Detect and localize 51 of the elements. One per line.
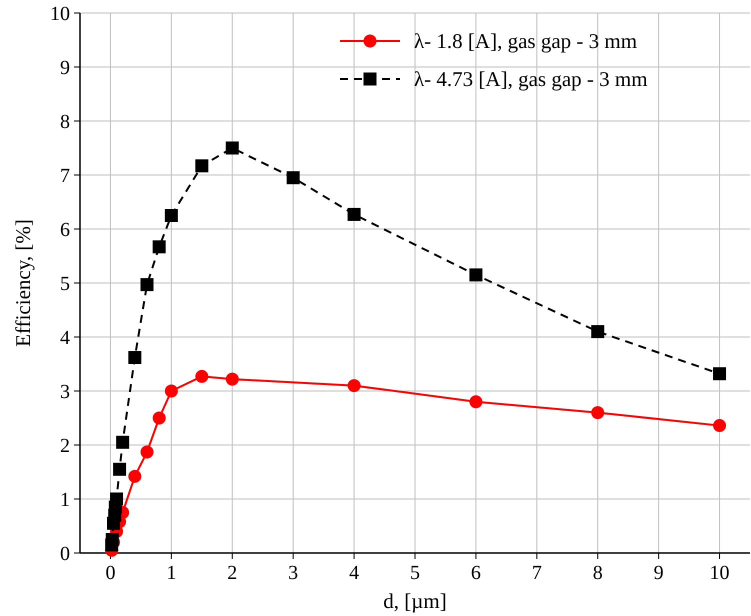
point [128,351,142,364]
x-tick-label: 2 [227,562,238,584]
point [591,325,604,338]
point [195,370,208,383]
y-tick-label: 5 [60,273,70,295]
point [140,278,154,292]
x-tick-label: 9 [654,562,664,584]
point [116,436,130,449]
x-tick-label: 5 [410,562,420,584]
point [226,142,239,154]
x-tick-label: 6 [470,562,481,584]
y-tick-label: 10 [50,3,70,25]
x-tick-label: 10 [710,562,730,584]
y-tick-label: 8 [60,111,70,133]
point [128,470,142,483]
point [195,159,208,172]
point [348,208,361,221]
x-tick-label: 7 [532,562,542,584]
y-tick-label: 2 [60,435,70,457]
x-tick-label: 8 [592,562,603,584]
x-tick-label: 4 [349,562,360,584]
y-tick-label: 7 [60,165,70,187]
point [713,419,726,432]
point [152,240,166,254]
point [713,367,726,380]
point [286,171,300,184]
y-axis-title: Efficiency, [%] [11,219,35,347]
point [164,384,178,398]
point [140,446,154,459]
point [348,379,361,392]
point [110,492,124,506]
x-axis-title: d, [µm] [383,589,447,613]
point [106,533,119,546]
point [152,412,166,424]
point [226,372,239,386]
point [164,209,178,222]
y-tick-label: 3 [60,381,70,403]
x-tick-label: 0 [105,562,116,584]
legend-label: λ- 4.73 [A], gas gap - 3 mm [414,67,648,91]
point [469,395,482,408]
y-tick-label: 1 [60,489,70,511]
y-tick-label: 4 [60,327,70,349]
x-tick-label: 3 [288,562,298,584]
point [469,268,482,282]
y-tick-label: 9 [60,57,70,79]
y-tick-label: 6 [60,219,70,241]
point [113,462,126,476]
x-tick-label: 1 [166,562,176,584]
point [591,406,604,420]
y-tick-label: 0 [60,543,70,565]
legend-label: λ- 1.8 [A], gas gap - 3 mm [414,29,638,53]
